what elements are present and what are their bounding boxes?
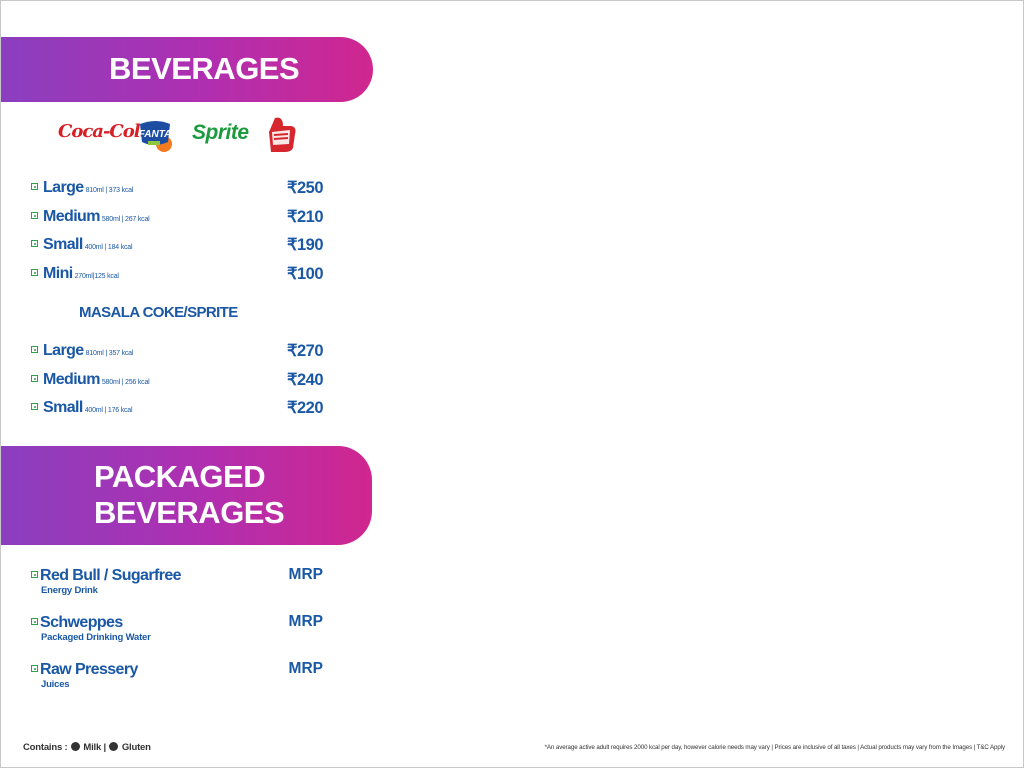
item-price: MRP bbox=[288, 613, 323, 630]
item-price: ₹270 bbox=[286, 342, 324, 360]
item-name: Small bbox=[43, 399, 83, 416]
list-item: Raw Pressery Juices MRP bbox=[31, 660, 331, 697]
list-item: Medium 580ml | 267 kcal ₹210 bbox=[31, 208, 331, 230]
item-description: Packaged Drinking Water bbox=[41, 632, 151, 643]
item-name: Large bbox=[43, 342, 84, 359]
item-price: ₹190 bbox=[286, 236, 324, 254]
item-name: Small bbox=[43, 236, 83, 253]
item-price: ₹100 bbox=[286, 265, 324, 283]
packaged-beverages-banner: PACKAGED BEVERAGES bbox=[1, 446, 372, 545]
item-price: MRP bbox=[288, 566, 323, 583]
packaged-title-line1: PACKAGED bbox=[94, 459, 266, 494]
item-price: ₹210 bbox=[286, 208, 324, 226]
item-name: Medium bbox=[43, 371, 100, 388]
item-meta: 400ml | 184 kcal bbox=[84, 244, 133, 251]
list-item: Small 400ml | 184 kcal ₹190 bbox=[31, 236, 331, 258]
item-name: Raw Pressery bbox=[40, 661, 138, 678]
list-item: Red Bull / Sugarfree Energy Drink MRP bbox=[31, 566, 331, 603]
allergen-info: Contains : Milk | Gluten bbox=[23, 742, 151, 753]
beverages-title: BEVERAGES bbox=[109, 51, 300, 86]
veg-icon bbox=[31, 183, 38, 190]
item-price: ₹240 bbox=[286, 371, 324, 389]
contains-label: Contains : bbox=[23, 742, 68, 753]
veg-icon bbox=[31, 375, 38, 382]
item-name: Large bbox=[43, 179, 84, 196]
packaged-beverages-title: PACKAGED BEVERAGES bbox=[94, 459, 285, 531]
item-meta: 580ml | 267 kcal bbox=[101, 216, 150, 223]
list-item: Large 810ml | 357 kcal ₹270 bbox=[31, 342, 331, 364]
item-price: MRP bbox=[288, 660, 323, 677]
list-item: Medium 580ml | 256 kcal ₹240 bbox=[31, 371, 331, 393]
list-item: Schweppes Packaged Drinking Water MRP bbox=[31, 613, 331, 650]
veg-icon bbox=[31, 403, 38, 410]
fanta-logo-text: FANTA bbox=[139, 129, 172, 140]
gluten-icon bbox=[109, 742, 119, 751]
item-name: Mini bbox=[43, 265, 73, 282]
thums-up-logo bbox=[261, 114, 301, 154]
item-meta: 270ml|125 kcal bbox=[74, 273, 119, 280]
packaged-title-line2: BEVERAGES bbox=[94, 495, 285, 530]
disclaimer: *An average active adult requires 2000 k… bbox=[544, 744, 1006, 751]
list-item: Small 400ml | 176 kcal ₹220 bbox=[31, 399, 331, 421]
fanta-logo: FANTA bbox=[136, 116, 176, 154]
item-meta: 810ml | 357 kcal bbox=[85, 350, 134, 357]
masala-heading: MASALA COKE/SPRITE bbox=[79, 304, 238, 321]
item-description: Juices bbox=[41, 679, 70, 690]
item-name: Red Bull / Sugarfree bbox=[40, 567, 182, 584]
list-item: Large 810ml | 373 kcal ₹250 bbox=[31, 179, 331, 201]
veg-icon bbox=[31, 240, 38, 247]
item-meta: 810ml | 373 kcal bbox=[85, 187, 134, 194]
brand-logos: Coca-Cola FANTA Sprite bbox=[56, 114, 316, 156]
item-name: Medium bbox=[43, 208, 100, 225]
item-meta: 400ml | 176 kcal bbox=[84, 407, 133, 414]
veg-icon bbox=[31, 212, 38, 219]
item-price: ₹250 bbox=[286, 179, 324, 197]
item-price: ₹220 bbox=[286, 399, 324, 417]
item-description: Energy Drink bbox=[41, 585, 98, 596]
beverages-banner: BEVERAGES bbox=[1, 37, 373, 102]
item-meta: 580ml | 256 kcal bbox=[101, 379, 150, 386]
veg-icon bbox=[31, 665, 38, 672]
veg-icon bbox=[31, 618, 38, 625]
gluten-label: Gluten bbox=[121, 742, 151, 753]
item-name: Schweppes bbox=[40, 614, 123, 631]
veg-icon bbox=[31, 346, 38, 353]
veg-icon bbox=[31, 269, 38, 276]
list-item: Mini 270ml|125 kcal ₹100 bbox=[31, 265, 331, 287]
milk-label: Milk | bbox=[83, 742, 106, 753]
coca-cola-logo: Coca-Cola bbox=[58, 121, 151, 142]
sprite-logo: Sprite bbox=[192, 121, 249, 144]
milk-icon bbox=[70, 742, 80, 751]
veg-icon bbox=[31, 571, 38, 578]
